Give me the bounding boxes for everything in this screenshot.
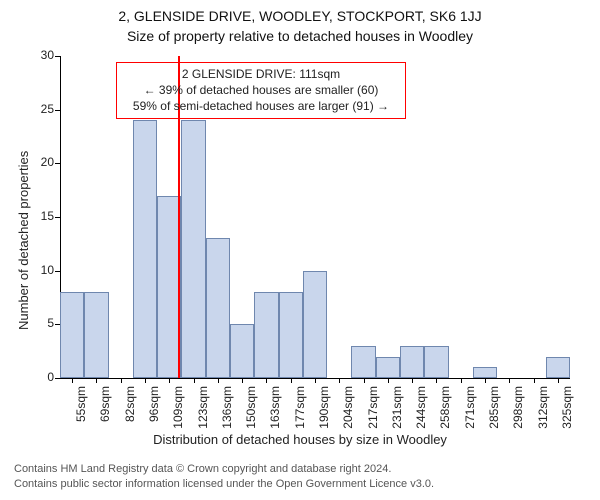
- histogram-bar: [254, 292, 278, 378]
- x-tick: [315, 378, 316, 383]
- histogram-bar: [546, 357, 570, 378]
- x-tick: [72, 378, 73, 383]
- x-tick: [96, 378, 97, 383]
- x-tick: [461, 378, 462, 383]
- histogram-bar: [181, 120, 205, 378]
- histogram-bar: [376, 357, 400, 378]
- y-tick-label: 0: [26, 370, 54, 384]
- y-tick: [55, 378, 60, 379]
- x-tick: [242, 378, 243, 383]
- y-tick: [55, 56, 60, 57]
- y-tick-label: 30: [26, 48, 54, 62]
- footer-line-1: Contains HM Land Registry data © Crown c…: [14, 462, 434, 477]
- histogram-bar: [206, 238, 230, 378]
- x-tick: [388, 378, 389, 383]
- x-tick: [291, 378, 292, 383]
- x-tick: [145, 378, 146, 383]
- x-tick: [558, 378, 559, 383]
- chart-stage: 2, GLENSIDE DRIVE, WOODLEY, STOCKPORT, S…: [0, 0, 600, 500]
- annotation-line: 59% of semi-detached houses are larger (…: [123, 98, 399, 114]
- y-tick: [55, 271, 60, 272]
- x-tick: [218, 378, 219, 383]
- x-tick: [412, 378, 413, 383]
- histogram-bar: [424, 346, 448, 378]
- chart-title-subtitle: Size of property relative to detached ho…: [0, 28, 600, 44]
- histogram-bar: [351, 346, 375, 378]
- y-tick-label: 25: [26, 102, 54, 116]
- y-tick: [55, 217, 60, 218]
- y-axis-label: Number of detached properties: [16, 151, 31, 330]
- x-tick: [364, 378, 365, 383]
- footer-line-2: Contains public sector information licen…: [14, 477, 434, 492]
- x-tick: [121, 378, 122, 383]
- chart-title-address: 2, GLENSIDE DRIVE, WOODLEY, STOCKPORT, S…: [0, 8, 600, 24]
- x-tick: [169, 378, 170, 383]
- histogram-bar: [473, 367, 497, 378]
- x-tick: [339, 378, 340, 383]
- footer-attribution: Contains HM Land Registry data © Crown c…: [14, 462, 434, 492]
- histogram-bar: [230, 324, 254, 378]
- y-tick: [55, 163, 60, 164]
- x-tick: [194, 378, 195, 383]
- annotation-line: ← 39% of detached houses are smaller (60…: [123, 82, 399, 98]
- x-tick: [436, 378, 437, 383]
- annotation-line: 2 GLENSIDE DRIVE: 111sqm: [123, 66, 399, 82]
- histogram-bar: [303, 271, 327, 378]
- histogram-bar: [279, 292, 303, 378]
- histogram-bar: [84, 292, 108, 378]
- x-tick: [485, 378, 486, 383]
- y-tick: [55, 110, 60, 111]
- x-tick: [266, 378, 267, 383]
- histogram-bar: [400, 346, 424, 378]
- annotation-box: 2 GLENSIDE DRIVE: 111sqm← 39% of detache…: [116, 62, 406, 119]
- histogram-bar: [133, 120, 157, 378]
- x-axis-label: Distribution of detached houses by size …: [0, 432, 600, 447]
- x-tick: [509, 378, 510, 383]
- histogram-bar: [60, 292, 84, 378]
- x-tick: [534, 378, 535, 383]
